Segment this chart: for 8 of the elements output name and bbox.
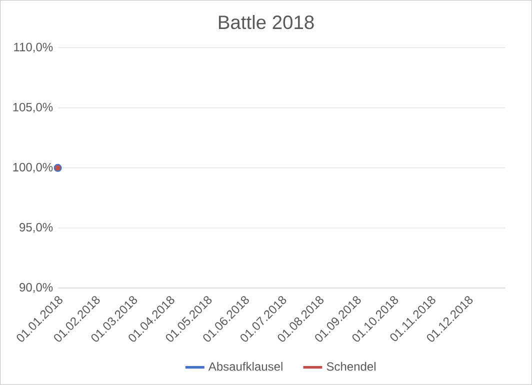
chart-title: Battle 2018 <box>218 15 314 30</box>
y-tick-label: 90,0% <box>20 283 53 294</box>
legend-label: Schendel <box>326 362 376 371</box>
y-tick-label: 95,0% <box>20 223 53 233</box>
legend-label: Absaufklausel <box>208 362 282 371</box>
y-tick-label: 110,0% <box>14 42 53 53</box>
y-tick-label: 105,0% <box>13 102 53 113</box>
y-tick-label: 100,0% <box>13 163 53 173</box>
